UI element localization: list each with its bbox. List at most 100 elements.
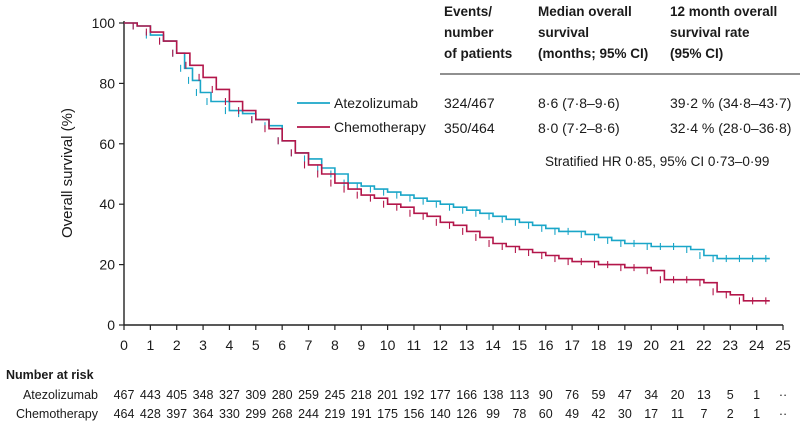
x-tick-label: 18 [591,337,607,353]
survival-curves [124,22,770,305]
risk-value: 175 [377,407,398,421]
table-cell-events: 350/464 [444,120,495,136]
risk-value: 11 [671,407,684,421]
x-tick-label: 3 [199,337,207,353]
risk-value: 330 [219,407,240,421]
risk-value: ·· [779,407,787,421]
risk-value: 177 [430,388,451,402]
risk-table-title: Number at risk [6,368,94,382]
legend-label: Atezolizumab [334,95,418,111]
table-cell-median: 8·6 (7·8–9·6) [538,95,620,111]
risk-value: 49 [565,407,579,421]
table-cell-rate: 32·4 % (28·0–36·8) [670,120,791,136]
x-tick-label: 17 [564,337,580,353]
x-tick-label: 12 [433,337,449,353]
risk-value: 1 [753,388,760,402]
risk-value: 60 [539,407,553,421]
x-tick-label: 21 [670,337,686,353]
x-tick-label: 7 [305,337,313,353]
risk-value: 192 [404,388,425,402]
risk-value: 299 [245,407,266,421]
table-header: survival rate [670,25,750,40]
risk-value: 464 [114,407,135,421]
x-tick-label: 19 [617,337,633,353]
risk-value: 348 [193,388,214,402]
table-header: of patients [444,46,512,61]
hazard-ratio-text: Stratified HR 0·85, 95% CI 0·73–0·99 [545,154,769,169]
table-cell-rate: 39·2 % (34·8–43·7) [670,95,791,111]
y-tick-label: 0 [107,317,115,333]
risk-value: 280 [272,388,293,402]
risk-value: 47 [618,388,632,402]
risk-value: 59 [592,388,606,402]
x-tick-label: 13 [459,337,475,353]
risk-value: 1 [753,407,760,421]
x-tick-label: 0 [120,337,128,353]
risk-value: 364 [193,407,214,421]
risk-value: 90 [539,388,553,402]
risk-value: 99 [486,407,500,421]
summary-table: Events/number of patients Median overall su… [440,4,800,136]
risk-row-label: Atezolizumab [23,388,98,402]
series-line-chemotherapy [124,22,770,302]
risk-value: 126 [456,407,477,421]
x-tick-label: 23 [722,337,738,353]
risk-value: 78 [512,407,526,421]
x-tick-label: 9 [357,337,365,353]
risk-value: 201 [377,388,398,402]
legend-label: Chemotherapy [334,119,426,135]
risk-value: 113 [509,388,529,402]
table-header: 12 month overall [670,4,777,19]
risk-value: 428 [140,407,161,421]
risk-value: 405 [166,388,187,402]
risk-value: 17 [644,407,658,421]
x-tick-label: 24 [749,337,765,353]
risk-value: 443 [140,388,161,402]
y-tick-label: 20 [99,257,115,273]
x-tick-label: 11 [407,337,422,353]
risk-value: 42 [592,407,606,421]
table-cell-median: 8·0 (7·2–8·6) [538,120,620,136]
table-header: Events/ [444,4,492,19]
x-tick-label: 14 [485,337,501,353]
risk-value: 34 [644,388,658,402]
risk-value: 166 [456,388,477,402]
table-header: number [444,25,494,40]
numbers-at-risk-table: Number at risk Atezolizumab 467 443 405 348 32… [6,368,787,421]
x-tick-label: 20 [643,337,659,353]
y-tick-label: 60 [99,136,115,152]
x-tick-label: 8 [331,337,339,353]
risk-value: 7 [700,407,707,421]
series-line-atezolizumab [124,22,770,260]
x-tick-label: 16 [538,337,554,353]
risk-value: 138 [483,388,504,402]
table-cell-events: 324/467 [444,95,495,111]
x-tick-label: 22 [696,337,712,353]
risk-value: 76 [565,388,579,402]
y-tick-label: 80 [99,75,115,91]
risk-value: 20 [671,388,685,402]
table-header: survival [538,25,589,40]
x-tick-label: 10 [380,337,396,353]
x-tick-label: 6 [278,337,286,353]
table-header: Median overall [538,4,632,19]
x-tick-label: 4 [226,337,234,353]
x-tick-label: 2 [173,337,181,353]
x-tick-label: 25 [775,337,791,353]
table-header: (months; 95% CI) [538,46,648,61]
risk-value: 397 [166,407,187,421]
x-tick-label: 1 [146,337,154,353]
risk-value: 2 [727,407,734,421]
y-tick-label: 40 [99,196,115,212]
risk-value: 30 [618,407,632,421]
risk-value: 5 [727,388,734,402]
risk-value: 245 [324,388,345,402]
y-tick-label: 100 [92,15,116,31]
risk-value: 156 [404,407,425,421]
risk-value: 140 [430,407,451,421]
y-axis-label: Overall survival (%) [59,108,76,238]
risk-value: 218 [351,388,372,402]
risk-value: ·· [779,388,787,402]
